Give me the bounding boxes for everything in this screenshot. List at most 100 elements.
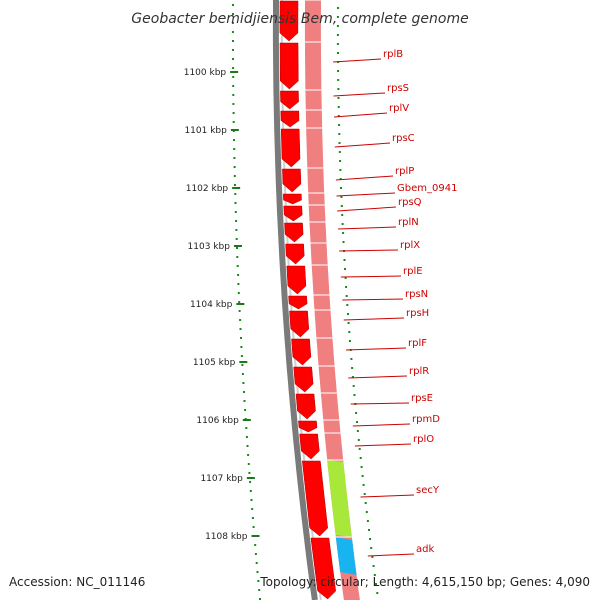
gc-dot (242, 382, 245, 384)
gc-dot (248, 472, 251, 474)
gc-dot (232, 67, 235, 69)
gc-dot (348, 331, 351, 333)
gc-dot (348, 340, 351, 342)
gc-dot (368, 529, 370, 531)
gc-dot (359, 457, 362, 459)
gc-dot (245, 427, 248, 429)
ruler-ticks: 1100 kbp 1101 kbp 1102 kbp 1103 kbp 1104 kbp… (184, 68, 260, 542)
label-leader (350, 402, 410, 405)
gc-dot (355, 412, 358, 414)
gc-dot (341, 214, 344, 216)
cds-summary-track (304, 0, 360, 600)
adk-category-band (335, 537, 357, 575)
gc-dot (347, 313, 349, 315)
gc-dot (258, 589, 261, 591)
gc-dot (250, 499, 253, 501)
gc-dot (336, 16, 339, 18)
gc-dot (259, 598, 261, 600)
gc-dot (337, 97, 340, 99)
gc-dot (234, 184, 236, 186)
gc-dot (233, 139, 235, 141)
gc-dot (231, 31, 234, 33)
gc-dot (338, 133, 341, 135)
gene-arrow (280, 110, 300, 128)
gene-label: rpsE (411, 393, 433, 404)
gc-dot (360, 466, 363, 468)
gc-dot (357, 439, 360, 441)
label-leader (335, 175, 394, 181)
gene-label: rplV (389, 103, 409, 114)
gc-dot (336, 34, 339, 36)
gc-dot (254, 553, 257, 555)
gc-dot (241, 373, 244, 375)
label-leader (333, 58, 382, 63)
gene-arrow (289, 310, 310, 338)
gc-dot (358, 448, 361, 450)
gene-label: rpmD (412, 414, 440, 425)
gc-dot (235, 220, 238, 222)
gc-dot (240, 355, 243, 357)
gc-dot (255, 562, 258, 564)
gc-dot (356, 430, 359, 432)
gc-dot (232, 13, 234, 15)
gc-dot (251, 517, 254, 519)
gc-dot (344, 277, 347, 279)
tick-label: 1108 kbp (205, 532, 248, 542)
gc-dot (238, 310, 241, 312)
gc-dot (232, 4, 234, 6)
gene-arrow (279, 0, 299, 42)
gc-dot (236, 247, 238, 249)
map-title: Geobacter bemidjiensis Bem, complete gen… (131, 11, 468, 27)
gene-label: rpsQ (398, 197, 422, 208)
gc-dot (232, 58, 234, 60)
gc-dot (247, 463, 250, 465)
gc-dot (233, 175, 236, 177)
tick-label: 1102 kbp (186, 184, 229, 194)
gc-dot (362, 484, 365, 486)
accession-text: Accession: NC_011146 (9, 575, 145, 589)
tick-label: 1103 kbp (188, 242, 231, 252)
label-leader (333, 92, 386, 97)
gene-label: rplN (398, 217, 419, 228)
label-leader (340, 275, 402, 278)
gc-dot (343, 259, 346, 261)
gene-arrow (283, 193, 302, 205)
gc-dot (350, 358, 353, 360)
gc-dot (340, 187, 342, 189)
gc-dot (361, 475, 364, 477)
gc-dot (337, 115, 340, 117)
gene-arrow (293, 366, 314, 393)
gc-dot (240, 337, 242, 339)
gc-dot (340, 205, 343, 207)
gc-dot (363, 493, 366, 495)
tick-label: 1104 kbp (190, 300, 233, 310)
gc-dot (254, 544, 257, 546)
gene-arrow (280, 128, 301, 168)
gc-dot (337, 106, 340, 108)
gc-dot (375, 583, 377, 585)
gc-dot (347, 322, 350, 324)
gc-dot (232, 103, 235, 105)
gc-dot (243, 391, 245, 393)
gc-dot (232, 49, 234, 51)
gc-dot (236, 256, 239, 258)
gene-arrow (299, 433, 320, 460)
gc-dot (233, 157, 236, 159)
gene-labels: rplB rpsS rplV rpsC rplP Gbem_0941 rpsQ rplN rpl… (333, 49, 457, 557)
gc-dot (365, 511, 368, 513)
tick-label: 1100 kbp (184, 68, 227, 78)
gc-dot (231, 22, 234, 24)
label-leader (367, 553, 415, 557)
gene-arrow (291, 338, 312, 366)
label-leader (354, 443, 412, 447)
gene-arrow (280, 90, 299, 110)
gc-dot (337, 52, 339, 54)
gene-label: rplF (408, 338, 427, 349)
gene-arrow (295, 393, 316, 420)
gene-arrow (298, 420, 318, 433)
gc-dot (232, 94, 235, 96)
gene-label: rpsS (387, 83, 409, 94)
gc-dot (353, 394, 356, 396)
gc-dot (371, 556, 374, 558)
label-leader (333, 112, 388, 118)
